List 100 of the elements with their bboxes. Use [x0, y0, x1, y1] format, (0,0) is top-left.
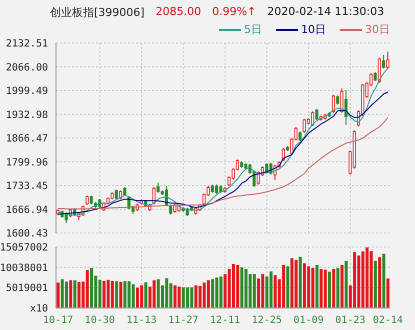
y-tick-label: 2066.00: [6, 62, 48, 74]
bar: [152, 280, 156, 308]
bar: [298, 256, 302, 308]
bar: [353, 252, 356, 308]
bar: [56, 282, 60, 308]
bar: [140, 285, 144, 308]
x-tick-label: 01-09: [294, 315, 324, 326]
bar: [202, 282, 206, 308]
bar: [361, 251, 364, 308]
bar: [386, 278, 390, 308]
bar: [194, 285, 198, 308]
x-tick-label: 02-14: [372, 315, 403, 326]
x-tick-label: 12-11: [210, 315, 240, 326]
chart-title: 创业板指[399006]: [50, 5, 145, 20]
text: 0.99%↑: [212, 5, 256, 20]
bar: [311, 268, 314, 308]
bar: [123, 281, 126, 308]
bar: [60, 279, 64, 308]
bar: [315, 264, 318, 308]
y-tick-label: 1999.49: [6, 86, 48, 98]
bar: [69, 280, 72, 308]
bar: [182, 287, 185, 308]
bar: [274, 275, 277, 308]
bar: [186, 287, 190, 308]
candlestick: [215, 184, 218, 194]
bar: [378, 257, 382, 308]
x-tick-label: 10-30: [84, 315, 115, 326]
bar: [136, 288, 139, 308]
candlestick: [315, 108, 318, 120]
bar: [73, 280, 76, 308]
bar: [320, 269, 323, 308]
bar: [240, 267, 244, 308]
bar: [344, 260, 348, 308]
bar: [252, 274, 256, 308]
bar: [215, 277, 218, 308]
x-tick-label: 11-13: [126, 315, 157, 326]
bar: [156, 279, 160, 308]
bar: [270, 271, 273, 308]
bar: [244, 269, 248, 308]
bar: [190, 287, 194, 308]
bar: [332, 269, 336, 308]
bar: [219, 276, 222, 308]
bar: [206, 280, 210, 308]
y-tick-label: 1932.98: [6, 110, 48, 121]
candlestick: [311, 110, 314, 127]
bar: [370, 251, 373, 308]
bar: [286, 266, 290, 308]
bar: [132, 284, 135, 308]
y-tick-label: 1733.45: [6, 181, 48, 192]
bar: [374, 260, 377, 308]
bar: [119, 282, 122, 308]
candlestick: [332, 94, 335, 114]
candlestick: [382, 54, 386, 70]
bar: [366, 247, 369, 308]
bar: [174, 285, 177, 308]
y-tick-label: 5019001: [6, 283, 48, 294]
y-tick-label: 10038001: [0, 262, 48, 274]
y-tick-label: 1600.43: [6, 228, 48, 240]
x-tick-label: 01-23: [335, 315, 366, 326]
bar: [115, 281, 118, 308]
bar: [357, 255, 360, 308]
y-tick-label: 1799.96: [6, 157, 48, 168]
bar: [106, 280, 110, 308]
candlestick: [86, 195, 89, 206]
bar: [64, 282, 68, 308]
bar: [232, 264, 235, 308]
bar: [178, 286, 181, 308]
bar: [382, 254, 386, 308]
bar: [78, 282, 80, 308]
y-tick-label: x10: [30, 304, 48, 315]
legend-label: 30日: [364, 22, 390, 37]
y-tick-label: 15057002: [0, 242, 48, 254]
y-tick-label: 2132.51: [6, 38, 48, 50]
bar: [98, 280, 102, 308]
text: 2020-02-14 11:30:03: [267, 5, 384, 20]
candlestick: [302, 118, 306, 134]
bar: [102, 280, 106, 308]
y-tick-label: 1666.94: [6, 204, 48, 216]
bar: [302, 263, 306, 308]
bar: [282, 264, 286, 308]
bar: [211, 279, 214, 308]
candlestick: [114, 189, 118, 200]
candlestick: [378, 57, 381, 84]
y-tick-label: 1866.47: [6, 134, 48, 145]
legend-label: 10日: [300, 22, 326, 37]
candlestick: [340, 88, 344, 114]
bar: [261, 274, 264, 308]
text: 2085.00: [156, 5, 202, 20]
candlestick: [386, 51, 390, 70]
x-tick-label: 11-27: [168, 315, 198, 326]
bar: [110, 280, 114, 308]
candlestick: [298, 130, 302, 142]
bar: [144, 282, 148, 308]
bar: [336, 268, 340, 308]
bar: [86, 270, 89, 308]
bar: [90, 268, 94, 308]
x-tick-label: 12-25: [252, 315, 282, 326]
bar: [165, 278, 168, 308]
bar: [340, 264, 344, 308]
bar: [294, 260, 298, 308]
